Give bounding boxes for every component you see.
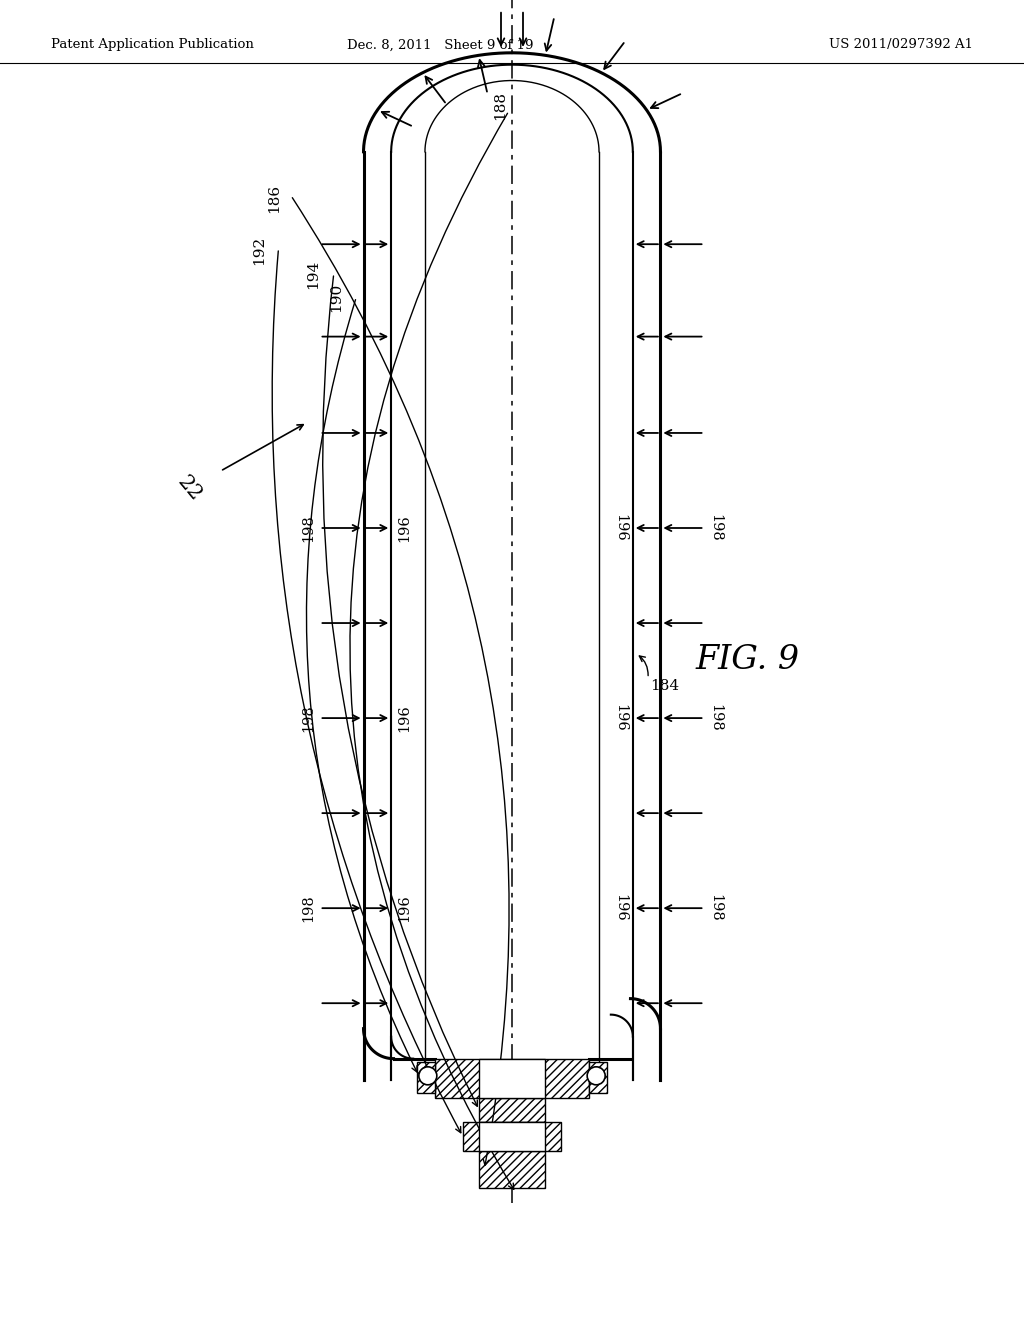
Circle shape — [587, 1067, 605, 1085]
FancyBboxPatch shape — [479, 1059, 545, 1098]
Text: 196: 196 — [397, 704, 411, 733]
Text: 192: 192 — [252, 236, 266, 265]
Text: 198: 198 — [709, 704, 723, 733]
FancyBboxPatch shape — [479, 1151, 545, 1188]
FancyBboxPatch shape — [417, 1061, 435, 1093]
Text: 188: 188 — [493, 91, 507, 120]
Text: Patent Application Publication: Patent Application Publication — [51, 38, 254, 51]
Text: 196: 196 — [397, 894, 411, 923]
Text: 22: 22 — [174, 473, 205, 504]
Text: 194: 194 — [306, 260, 321, 289]
Text: 198: 198 — [709, 894, 723, 923]
FancyBboxPatch shape — [479, 1122, 545, 1151]
Text: 196: 196 — [613, 894, 627, 923]
FancyBboxPatch shape — [435, 1059, 589, 1098]
Text: 198: 198 — [301, 513, 315, 543]
Text: 196: 196 — [397, 513, 411, 543]
Text: 190: 190 — [329, 282, 343, 312]
FancyBboxPatch shape — [589, 1061, 607, 1093]
Text: 186: 186 — [267, 183, 282, 213]
FancyBboxPatch shape — [463, 1122, 561, 1151]
Text: Dec. 8, 2011   Sheet 9 of 19: Dec. 8, 2011 Sheet 9 of 19 — [347, 38, 534, 51]
Circle shape — [419, 1067, 437, 1085]
Text: 198: 198 — [301, 894, 315, 923]
Text: 196: 196 — [613, 513, 627, 543]
Text: US 2011/0297392 A1: US 2011/0297392 A1 — [828, 38, 973, 51]
Text: FIG. 9: FIG. 9 — [695, 644, 800, 676]
Text: 198: 198 — [301, 704, 315, 733]
FancyBboxPatch shape — [479, 1098, 545, 1122]
Text: 196: 196 — [613, 704, 627, 733]
Text: 184: 184 — [650, 680, 679, 693]
Text: 198: 198 — [709, 513, 723, 543]
